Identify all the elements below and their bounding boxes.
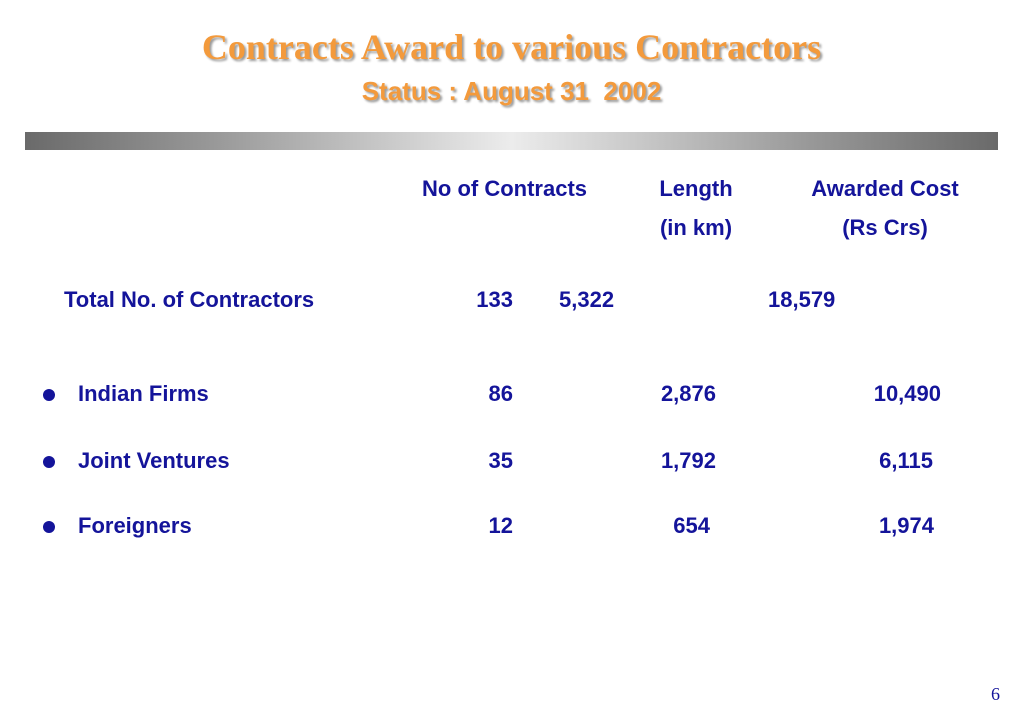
header-length: Length — [659, 176, 733, 201]
bullet-icon — [43, 389, 55, 401]
title-divider — [25, 132, 998, 150]
row-contracts: 35 — [488, 448, 513, 473]
bullet-icon — [43, 456, 55, 468]
header-awarded-cost: Awarded Cost — [811, 176, 959, 201]
total-length: 5,322 — [559, 287, 615, 312]
row-cost: 10,490 — [873, 381, 941, 406]
slide-title: Contracts Award to various Contractors — [201, 27, 822, 67]
row-length: 2,876 — [660, 381, 716, 406]
page-number: 6 — [991, 684, 1000, 704]
header-length-unit: (in km) — [659, 215, 733, 240]
total-label: Total No. of Contractors — [64, 287, 315, 312]
header-awarded-cost-unit: (Rs Crs) — [842, 215, 928, 240]
slide-subtitle: Status : August 31 2002 — [361, 76, 662, 106]
row-contracts: 12 — [488, 513, 513, 538]
total-cost: 18,579 — [768, 287, 836, 312]
row-label: Joint Ventures — [78, 448, 230, 473]
row-label: Foreigners — [78, 513, 192, 538]
bullet-icon — [43, 521, 55, 533]
row-cost: 1,974 — [878, 513, 934, 538]
row-label: Indian Firms — [78, 381, 209, 406]
row-length: 1,792 — [660, 448, 716, 473]
row-cost: 6,115 — [879, 448, 933, 473]
total-contracts: 133 — [476, 287, 513, 312]
row-length: 654 — [673, 513, 710, 538]
row-contracts: 86 — [488, 381, 513, 406]
header-no-of-contracts: No of Contracts — [422, 176, 587, 201]
